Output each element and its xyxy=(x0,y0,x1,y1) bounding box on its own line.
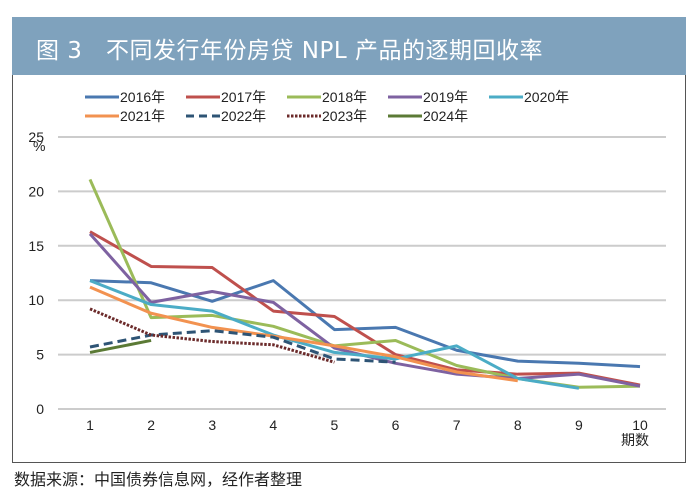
y-axis-ticks: 0 5 10 15 20 25 xyxy=(28,129,44,417)
y-tick-label: 20 xyxy=(28,183,44,199)
x-tick-label: 9 xyxy=(575,417,583,433)
legend-item-2016: 2016年 xyxy=(85,89,165,105)
y-tick-label: 10 xyxy=(28,292,44,308)
x-tick-label: 8 xyxy=(514,417,522,433)
legend-label: 2019年 xyxy=(423,89,468,105)
series-line-2021 xyxy=(89,285,518,383)
legend-label: 2018年 xyxy=(322,89,367,105)
series-line-2024 xyxy=(89,338,152,354)
legend-item-2023: 2023年 xyxy=(287,108,367,124)
y-tick-label: 15 xyxy=(28,238,44,254)
legend-label: 2020年 xyxy=(524,89,569,105)
legend-label: 2022年 xyxy=(221,108,266,124)
legend-label: 2016年 xyxy=(120,89,165,105)
data-source-note: 数据来源：中国债券信息网，经作者整理 xyxy=(14,470,303,489)
legend-label: 2024年 xyxy=(423,108,468,124)
x-tick-label: 1 xyxy=(86,417,94,433)
series-line-2022 xyxy=(89,329,396,364)
legend-label: 2021年 xyxy=(120,108,165,124)
y-axis-unit-label: % xyxy=(33,138,45,154)
series-line-2023 xyxy=(89,307,335,364)
x-tick-label: 5 xyxy=(331,417,339,433)
legend: 2016年 2017年 2018年 2019年 2020年 2021年 2022年 2023年… xyxy=(85,89,569,124)
x-tick-label: 7 xyxy=(453,417,461,433)
series-line-2017 xyxy=(89,230,641,387)
y-tick-label: 0 xyxy=(36,401,44,417)
series-lines xyxy=(88,178,641,390)
y-tick-label: 5 xyxy=(36,347,44,363)
x-axis-label: 期数 xyxy=(621,432,649,448)
x-tick-label: 2 xyxy=(147,417,155,433)
legend-item-2021: 2021年 xyxy=(85,108,165,124)
x-axis-ticks: 1 2 3 4 5 6 7 8 9 10 xyxy=(86,417,648,433)
chart-panel xyxy=(12,75,686,463)
series-line-2020 xyxy=(89,279,580,390)
x-tick-label: 6 xyxy=(392,417,400,433)
figure-title-bar: 图 3 不同发行年份房贷 NPL 产品的逐期回收率 xyxy=(12,17,686,76)
legend-label: 2017年 xyxy=(221,89,266,105)
legend-item-2022: 2022年 xyxy=(186,108,266,124)
x-tick-label: 3 xyxy=(208,417,216,433)
legend-label: 2023年 xyxy=(322,108,367,124)
series-line-2016 xyxy=(89,279,641,369)
figure-title: 图 3 不同发行年份房贷 NPL 产品的逐期回收率 xyxy=(36,38,543,64)
legend-item-2017: 2017年 xyxy=(186,89,266,105)
legend-item-2020: 2020年 xyxy=(489,89,569,105)
legend-item-2019: 2019年 xyxy=(388,89,468,105)
x-tick-label: 4 xyxy=(269,417,277,433)
x-tick-label: 10 xyxy=(632,417,648,433)
y-tick-label: 25 xyxy=(28,129,44,145)
legend-item-2018: 2018年 xyxy=(287,89,367,105)
legend-item-2024: 2024年 xyxy=(388,108,468,124)
gridlines xyxy=(58,136,666,410)
